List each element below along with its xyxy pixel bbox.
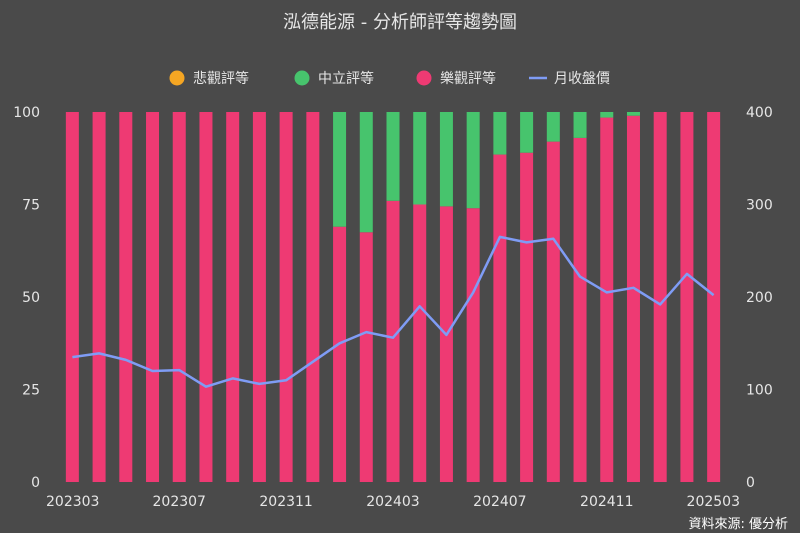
right-y-tick-label: 100 [746,383,773,399]
bar-segment [65,112,79,482]
x-axis: 202303 202307 202311 202403 202407 202411 2025… [46,494,740,510]
left-y-tick-label: 75 [22,198,40,214]
bar-segment [573,112,587,138]
right-y-tick-label: 200 [746,290,773,306]
bar-segment [680,112,694,482]
left-y-tick-label: 50 [22,290,40,306]
x-tick-label: 202503 [687,494,740,510]
bar-segment [600,112,614,118]
legend-dot-icon [169,70,185,86]
bar-segment [333,226,347,482]
right-y-tick-label: 300 [746,198,773,214]
bar-segment [226,112,240,482]
bar-segment [199,112,213,482]
bar-segment [493,154,507,483]
bar-segment [493,112,507,155]
bar-segment [626,112,640,116]
legend: 悲觀評等 中立評等 樂觀評等 月收盤價 [169,70,610,87]
bar-segment [119,112,133,482]
x-tick-label: 202307 [153,494,206,510]
bar-segment [252,112,266,482]
legend-label: 中立評等 [318,70,374,87]
bar-segment [600,117,614,483]
bar-segment [466,208,480,482]
bar-segment [546,141,560,482]
bar-segment [626,115,640,482]
x-tick-label: 202303 [46,494,99,510]
left-y-tick-label: 0 [31,475,40,491]
bar-segment [413,204,427,482]
right-y-tick-label: 400 [746,105,773,121]
right-y-axis: 0 100 200 300 400 [746,105,773,491]
bar-segment [386,112,400,201]
bar-segment [520,152,534,482]
bar-segment [413,112,427,205]
bar-segment [359,232,373,482]
x-tick-label: 202411 [580,494,633,510]
bar-segment [92,112,106,482]
bar-segment [359,112,373,233]
price-line-layer [72,235,715,388]
price-line [72,235,715,388]
legend-label: 悲觀評等 [193,70,249,87]
left-y-axis: 0 25 50 75 100 [13,105,40,491]
bar-segment [546,112,560,142]
bar-layer [65,112,721,483]
x-tick-label: 202403 [366,494,419,510]
right-y-tick-label: 0 [746,475,755,491]
bar-segment [146,112,160,482]
bar-segment [333,112,347,227]
bar-segment [439,112,453,207]
bar-segment [653,112,667,482]
x-tick-label: 202407 [473,494,526,510]
bar-segment [573,137,587,482]
legend-label: 月收盤價 [554,70,610,87]
bar-segment [707,112,721,482]
legend-label: 樂觀評等 [440,70,496,87]
left-y-tick-label: 100 [13,105,40,121]
bar-segment [306,112,320,482]
x-tick-label: 202311 [259,494,312,510]
bar-segment [172,112,186,482]
chart-title: 泓德能源 - 分析師評等趨勢圖 [283,12,517,33]
source-note: 資料來源: 優分析 [688,517,788,532]
bar-segment [466,112,480,209]
legend-dot-icon [416,70,432,86]
bar-segment [439,206,453,482]
bar-segment [279,112,293,482]
bar-segment [386,200,400,483]
legend-dot-icon [294,70,310,86]
bar-segment [520,112,534,153]
left-y-tick-label: 25 [22,383,40,399]
